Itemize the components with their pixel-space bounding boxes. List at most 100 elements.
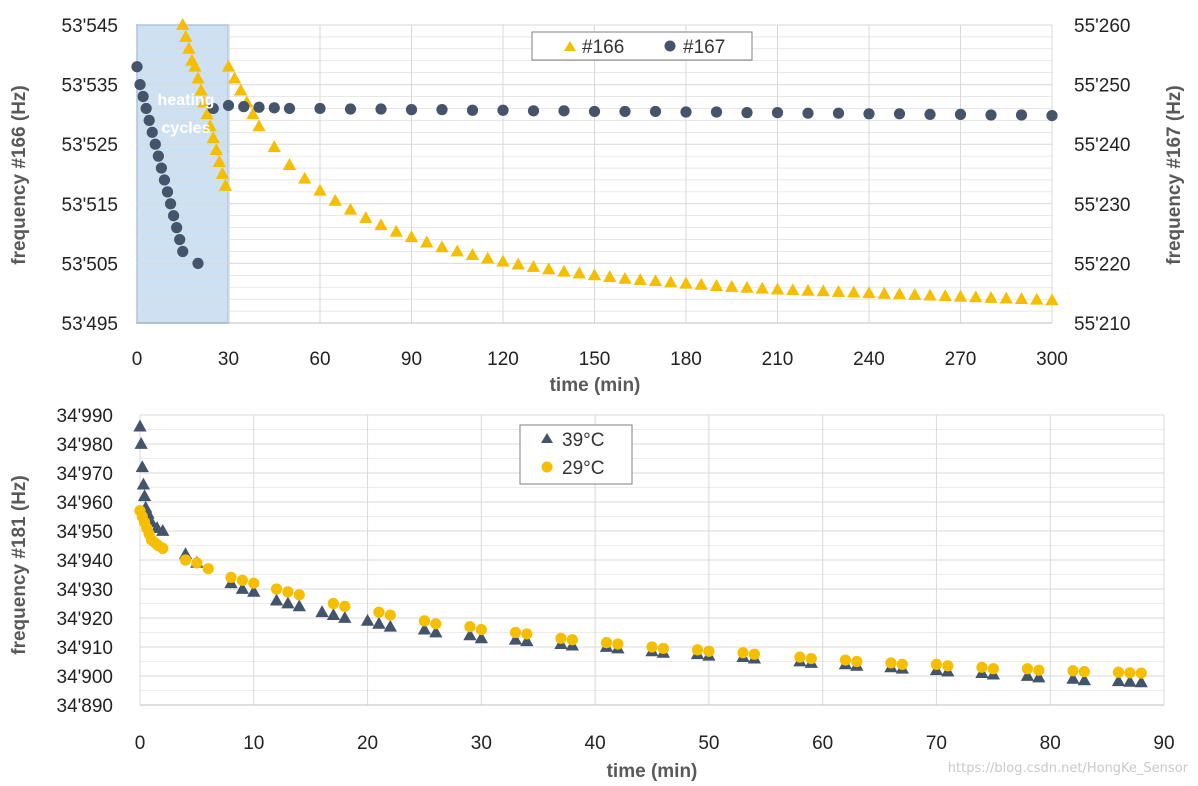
x-tick-label: 120 <box>487 349 519 370</box>
data-point <box>338 611 352 623</box>
data-point <box>327 597 340 610</box>
data-point <box>509 626 522 639</box>
data-point <box>194 83 208 96</box>
watermark-text: https://blog.csdn.net/HongKe_Sensor <box>948 761 1189 776</box>
data-point <box>908 287 922 300</box>
top-x-ticks: 0 30 60 90 120 150 180 210 240 270 300 <box>132 349 1068 370</box>
bottom-y-ticks: 34'890 34'900 34'910 34'920 34'930 34'940 34'9… <box>57 406 113 717</box>
data-point <box>164 198 177 210</box>
data-point <box>511 257 525 270</box>
data-point <box>755 281 769 294</box>
data-point <box>143 114 155 126</box>
data-point <box>435 240 449 253</box>
data-point <box>832 107 845 119</box>
data-point <box>171 222 183 234</box>
data-point <box>521 628 533 640</box>
data-point <box>466 104 479 116</box>
data-point <box>375 103 387 115</box>
y-tick-label: 34'990 <box>57 406 113 427</box>
data-point <box>1014 292 1029 305</box>
top-y2-axis-title: frequency #167 (Hz) <box>1164 85 1185 265</box>
data-point <box>225 571 237 584</box>
data-point <box>156 524 170 536</box>
data-point <box>463 628 477 641</box>
data-point <box>1134 675 1148 688</box>
data-point <box>527 105 540 117</box>
data-point <box>892 287 907 300</box>
y-tick-label: 53'515 <box>62 195 118 216</box>
data-point <box>359 211 373 224</box>
heating-cycles-region <box>136 24 230 324</box>
data-point <box>137 489 152 502</box>
data-point <box>896 658 908 671</box>
data-point <box>212 155 226 167</box>
bottom-grid <box>139 414 1165 706</box>
data-point <box>146 126 158 138</box>
y-tick-label: 34'930 <box>57 580 113 601</box>
data-point <box>383 619 397 632</box>
data-point <box>436 104 448 116</box>
data-point <box>1066 671 1080 684</box>
data-point <box>152 150 164 162</box>
data-point <box>465 248 480 260</box>
data-point <box>558 105 570 117</box>
data-point <box>1067 665 1079 677</box>
data-point <box>420 235 434 248</box>
x-tick-label: 60 <box>812 733 833 754</box>
data-point <box>344 103 357 115</box>
data-point <box>555 632 567 644</box>
y-tick-label: 34'910 <box>57 638 113 659</box>
legend-167-circle-icon <box>664 40 676 52</box>
data-point <box>893 108 906 120</box>
data-point <box>847 285 861 298</box>
data-point <box>222 99 235 112</box>
legend-39c-triangle-icon <box>541 433 553 443</box>
y2-tick-label: 55'210 <box>1074 314 1130 335</box>
top-y-axis-title: frequency #166 (Hz) <box>9 85 30 265</box>
bottom-y-axis-title: frequency #181 (Hz) <box>9 475 30 655</box>
data-point <box>221 59 236 72</box>
y-tick-label: 34'890 <box>57 696 113 717</box>
top-y-ticks: 53'495 53'505 53'515 53'525 53'535 53'545 <box>62 16 118 335</box>
data-point <box>207 102 219 115</box>
x-tick-label: 20 <box>357 733 378 754</box>
data-point <box>179 554 192 566</box>
data-point <box>802 107 814 119</box>
data-point <box>227 71 242 84</box>
data-point <box>679 276 693 289</box>
data-point <box>179 29 193 42</box>
data-point <box>133 419 147 432</box>
x-tick-label: 80 <box>1040 733 1061 754</box>
data-point <box>612 638 624 650</box>
x-tick-label: 50 <box>698 733 719 754</box>
data-point <box>930 658 943 671</box>
data-point <box>648 274 663 287</box>
data-point <box>137 90 149 103</box>
bottom-x-ticks: 0 10 20 30 40 50 60 70 80 90 <box>135 733 1175 754</box>
data-point <box>384 609 396 621</box>
data-point <box>140 102 152 115</box>
data-point <box>924 108 936 120</box>
data-point <box>1045 293 1059 306</box>
y2-tick-label: 55'220 <box>1074 254 1130 275</box>
data-point <box>268 102 280 114</box>
data-point <box>253 101 265 113</box>
data-point <box>236 574 248 586</box>
data-point <box>526 259 541 272</box>
data-point <box>203 119 217 132</box>
data-point <box>885 657 897 669</box>
data-point <box>953 289 968 302</box>
x-tick-label: 0 <box>132 349 143 370</box>
data-point <box>748 648 761 660</box>
data-point <box>188 59 202 72</box>
x-tick-label: 0 <box>135 733 146 754</box>
data-point <box>149 138 161 150</box>
data-point <box>557 264 571 277</box>
top-x-axis-title: time (min) <box>550 375 641 396</box>
data-point <box>709 279 724 291</box>
data-point <box>1033 664 1045 676</box>
x-tick-label: 70 <box>926 733 947 754</box>
data-point <box>923 288 937 301</box>
heating-label-line2: cycles <box>162 120 211 137</box>
data-point <box>218 178 233 191</box>
